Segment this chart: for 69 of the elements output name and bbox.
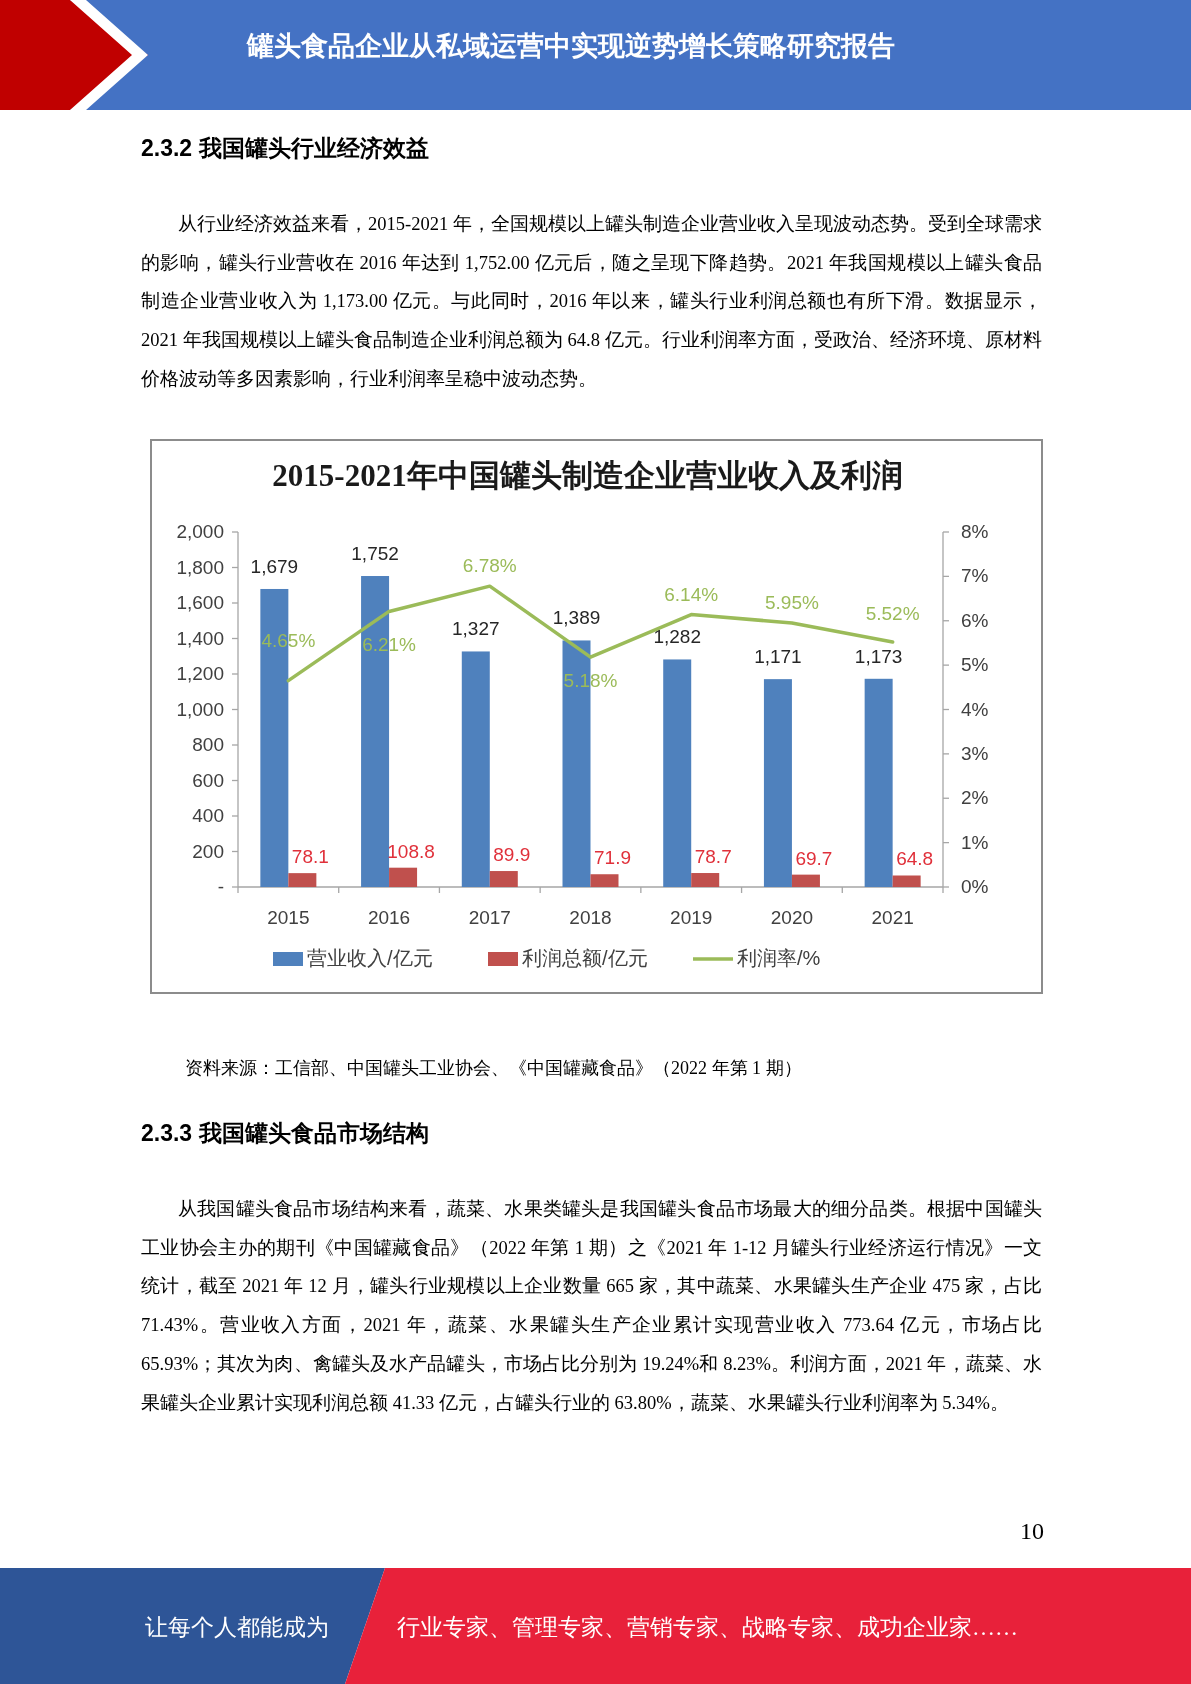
x-tick-label: 2017: [468, 907, 511, 928]
y-tick-label: 1,600: [176, 592, 224, 613]
legend-label: 利润率/%: [737, 947, 821, 969]
y-tick-label: 1,200: [176, 663, 224, 684]
bar: [663, 659, 692, 887]
data-label: 6.14%: [664, 583, 719, 605]
legend-label: 营业收入/亿元: [307, 947, 433, 969]
y-tick-label: 600: [192, 769, 224, 791]
bar: [590, 874, 619, 887]
data-label: 1,752: [351, 543, 399, 565]
x-tick-label: 2020: [770, 907, 814, 928]
bar: [691, 873, 720, 887]
data-label: 64.8: [896, 848, 934, 870]
bar: [389, 867, 418, 887]
data-label: 69.7: [795, 847, 833, 869]
bar: [461, 651, 490, 887]
y-tick-label: 1,000: [176, 698, 224, 720]
data-label: 71.9: [594, 847, 631, 869]
y-tick-label: 400: [192, 805, 224, 826]
data-label: 6.78%: [462, 555, 517, 577]
chart-title: 2015-2021年中国罐头制造企业营业收入及利润: [272, 458, 903, 493]
legend-label: 利润总额/亿元: [522, 947, 648, 969]
text: 资料来源：工信部、中国罐头工业协会、《中国罐藏食品》（2022 年第 1 期）: [185, 1057, 802, 1080]
bar: [892, 875, 921, 887]
y-tick-label: -: [217, 876, 224, 897]
text: 罐头食品企业从私域运营中实现逆势增长策略研究报告: [247, 30, 895, 63]
data-label: 1,679: [250, 555, 299, 577]
bar: [791, 874, 820, 887]
data-label: 1,389: [552, 607, 601, 629]
y-tick-label: 800: [192, 734, 224, 755]
data-label: 1,171: [754, 646, 802, 668]
y2-tick-label: 7%: [961, 565, 989, 587]
data-label: 5.95%: [764, 591, 819, 613]
y-tick-label: 1,400: [176, 627, 224, 649]
y2-tick-label: 1%: [961, 831, 989, 853]
y-tick-label: 2,000: [176, 521, 224, 542]
x-tick-label: 2019: [670, 907, 713, 928]
y2-tick-label: 2%: [961, 787, 989, 809]
y-tick-label: 200: [192, 840, 224, 862]
data-label: 1,327: [452, 618, 500, 640]
y2-tick-label: 4%: [961, 698, 989, 720]
data-label: 1,173: [854, 645, 903, 667]
x-tick-label: 2021: [871, 907, 914, 928]
data-label: 1,282: [653, 626, 701, 648]
y2-tick-label: 8%: [961, 521, 989, 542]
y2-tick-label: 6%: [961, 609, 989, 631]
text: 从我国罐头食品市场结构来看，蔬菜、水果类罐头是我国罐头食品市场最大的细分品类。根据中国罐头工业协会主办的期刊《中国罐藏食品》（2022 年第 1 期）之《2021 年 1-12 月罐头行业经济运行情况》一文统计，截至 2021 年 12 月，罐头行业规模以上企业数量 665 家，其中蔬菜、水果罐头生产企业 475 家，占比 71.43%。营业收入方面，2021 年，蔬菜、水果罐头生产企业累计实现营业收入 773.64 亿元，市场占比 65.93%；其次为肉、禽罐头及水产品罐头，市场占比分别为 19.24%和 8.23%。利润方面，2021 年，蔬菜、水果罐头企业累计实现利润总额 41.33 亿元，占罐头行业的 63.80%，蔬菜、水果罐头行业利润率为 5.34%。: [141, 1198, 1042, 1415]
bar: [864, 678, 893, 887]
text: 行业专家、管理专家、营销专家、战略专家、成功企业家……: [397, 1614, 1018, 1642]
y2-tick-label: 5%: [961, 654, 989, 676]
x-tick-label: 2016: [367, 907, 411, 928]
x-tick-label: 2015: [267, 907, 310, 928]
y2-tick-label: 0%: [961, 876, 989, 897]
bar: [288, 873, 317, 887]
text: 从行业经济效益来看，2015-2021 年，全国规模以上罐头制造企业营业收入呈现波动态势。受到全球需求的影响，罐头行业营收在 2016 年达到 1,752.00 亿元后，随之呈现下降趋势。2021 年我国规模以上罐头食品制造企业营业收入为 1,173.00 亿元。与此同时，2016 年以来，罐头行业利润总额也有所下滑。数据显示，2021 年我国规模以上罐头食品制造企业利润总额为 64.8 亿元。行业利润率方面，受政治、经济环境、原材料价格波动等多因素影响，行业利润率呈稳中波动态势。: [141, 213, 1042, 391]
y-tick-label: 1,800: [176, 556, 224, 578]
data-label: 89.9: [493, 844, 531, 866]
text: 让每个人都能成为: [145, 1614, 329, 1642]
data-label: 78.7: [694, 846, 732, 868]
data-label: 5.52%: [865, 603, 920, 625]
data-label: 78.1: [291, 846, 329, 868]
text: 2.3.3 我国罐头食品市场结构: [141, 1119, 429, 1148]
text: 2.3.2 我国罐头行业经济效益: [141, 134, 429, 163]
text: 10: [1020, 1518, 1044, 1545]
x-tick-label: 2018: [569, 907, 612, 928]
bar: [763, 679, 792, 887]
data-label: 5.18%: [563, 670, 618, 692]
y2-tick-label: 3%: [961, 742, 989, 764]
bar: [489, 871, 518, 887]
